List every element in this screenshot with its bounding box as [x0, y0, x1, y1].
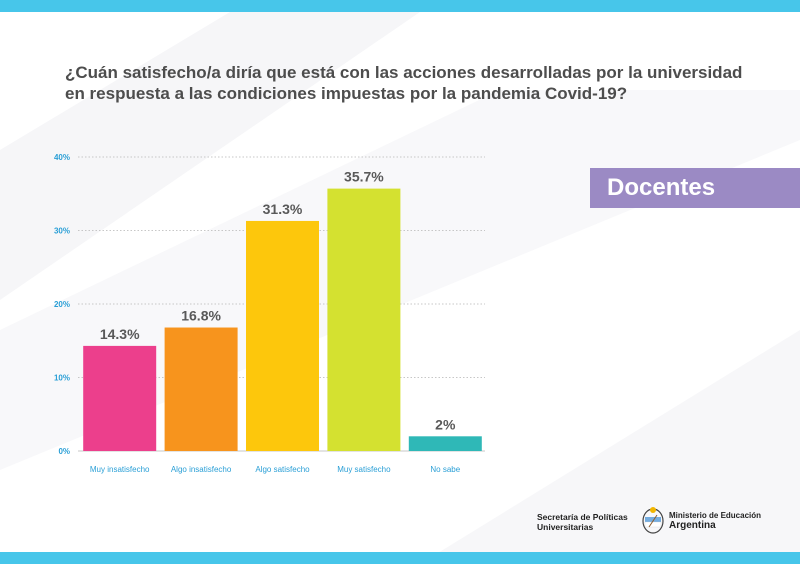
y-tick-label: 40%: [54, 153, 70, 162]
y-axis-ticks: 0% 10% 20% 30% 40%: [54, 153, 70, 456]
x-tick-label: Algo satisfecho: [255, 465, 310, 474]
x-tick-label: Muy insatisfecho: [90, 465, 150, 474]
y-tick-label: 20%: [54, 300, 70, 309]
argentina-seal-icon: [642, 507, 664, 534]
secretaria-logo-text: Secretaría de Políticas Universitarias: [537, 512, 628, 532]
bar-value-labels: 14.3% 16.8% 31.3% 35.7% 2%: [100, 169, 456, 433]
chart-bars: [83, 188, 482, 452]
secretaria-line-1: Secretaría de Políticas: [537, 512, 628, 522]
x-tick-label: No sabe: [430, 465, 460, 474]
ministerio-line-2: Argentina: [669, 520, 716, 531]
audience-badge: Docentes: [590, 168, 800, 208]
bar-value-label: 35.7%: [344, 169, 384, 185]
bar: [164, 327, 238, 451]
bar-value-label: 14.3%: [100, 326, 140, 342]
ministerio-logo-text: Ministerio de Educación Argentina: [669, 511, 761, 531]
y-tick-label: 0%: [58, 447, 70, 456]
x-axis-labels: Muy insatisfecho Algo insatisfecho Algo sa…: [90, 465, 461, 474]
y-tick-label: 10%: [54, 374, 70, 383]
bar-value-label: 2%: [435, 416, 456, 432]
bottom-accent-bar: [0, 552, 800, 564]
bar: [327, 188, 401, 452]
chart-title: ¿Cuán satisfecho/a diría que está con la…: [65, 62, 765, 104]
chart-title-line-2: en respuesta a las condiciones impuestas…: [65, 84, 628, 103]
bar: [83, 345, 157, 451]
bar: [408, 436, 482, 451]
secretaria-line-2: Universitarias: [537, 522, 594, 532]
top-accent-bar: [0, 0, 800, 12]
x-tick-label: Muy satisfecho: [337, 465, 391, 474]
chart-title-line-1: ¿Cuán satisfecho/a diría que está con la…: [65, 63, 743, 82]
bar: [246, 220, 319, 451]
bar-value-label: 31.3%: [263, 201, 303, 217]
x-tick-label: Algo insatisfecho: [171, 465, 232, 474]
y-tick-label: 30%: [54, 227, 70, 236]
ministerio-line-1: Ministerio de Educación: [669, 511, 762, 520]
bar-value-label: 16.8%: [181, 308, 221, 324]
